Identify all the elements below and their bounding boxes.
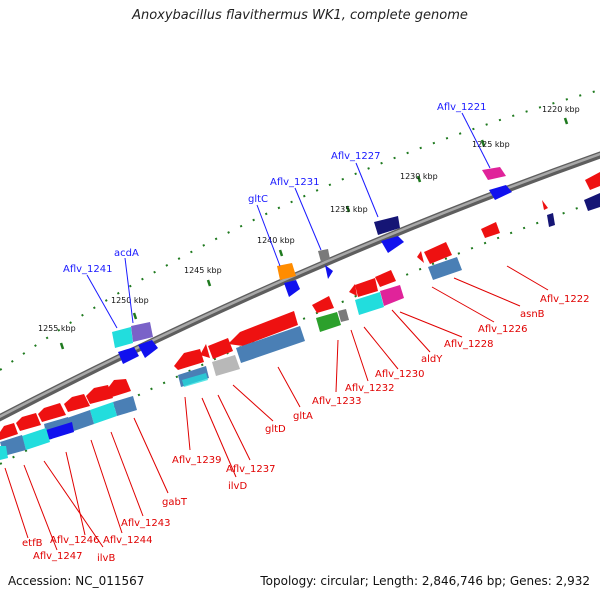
scale-label: 1240 kbp (257, 236, 295, 245)
gene-label-forward: acdA (114, 248, 139, 259)
gene-arrow-forward (325, 265, 333, 279)
gene-arrow-reverse (236, 326, 305, 363)
gene-arrow-reverse (585, 172, 600, 190)
accession-text: Accession: NC_011567 (8, 574, 145, 588)
gene-label-reverse: Aflv_1237 (226, 464, 276, 475)
gene-arrow-reverse (547, 213, 555, 227)
gene-arrow-reverse (64, 394, 90, 412)
gene-label-forward: Aflv_1241 (63, 264, 113, 275)
gene-arrow-reverse (90, 402, 117, 424)
gene-label-reverse: gabT (162, 497, 188, 508)
gene-arrow-reverse (355, 278, 378, 297)
gene-arrow-forward (489, 185, 512, 200)
gene-arrow-reverse (174, 349, 204, 370)
gene-arrow-forward (374, 216, 400, 235)
gene-arrow-reverse (16, 413, 41, 431)
gene-arrow-reverse (375, 270, 396, 287)
gene-arrow-reverse (113, 396, 137, 416)
gene-arrow-reverse (208, 338, 233, 359)
gene-arrow-reverse (22, 428, 50, 450)
gene-label-reverse: Aflv_1246 (50, 535, 100, 546)
gene-label-reverse: Aflv_1222 (540, 294, 590, 305)
scale-label: 1245 kbp (184, 266, 222, 275)
gene-label-reverse: Aflv_1244 (103, 535, 153, 546)
gene-label-reverse: ilvD (228, 481, 247, 492)
gene-arrow-forward (277, 263, 296, 280)
gene-arrow-forward (138, 340, 158, 358)
gene-arrow-reverse (424, 242, 452, 264)
gene-arrow-forward (482, 167, 506, 180)
gene-arrow-forward (318, 249, 330, 262)
gene-label-reverse: ilvB (97, 553, 115, 564)
gene-arrow-reverse (349, 284, 357, 296)
gene-arrow-reverse (67, 410, 94, 432)
gene-arrow-reverse (584, 193, 600, 211)
gene-label-reverse: gltD (265, 424, 286, 435)
scale-label: 1225 kbp (472, 140, 510, 149)
gene-label-reverse: Aflv_1247 (33, 551, 83, 562)
gene-label-reverse: aldY (421, 354, 443, 365)
gene-arrow-reverse (108, 379, 131, 397)
gene-label-reverse: etfB (22, 538, 43, 549)
gene-arrow-reverse (428, 257, 462, 280)
gene-arrow-reverse (355, 292, 384, 315)
gene-label-forward: gltC (248, 194, 268, 205)
gene-arrow-reverse (182, 373, 208, 387)
gene-arrow-forward (284, 280, 300, 297)
reverse-leader-lines (4, 265, 549, 551)
scale-label: 1220 kbp (542, 105, 580, 114)
gene-label-forward: Aflv_1221 (437, 102, 487, 113)
scale-label: 1255 kbp (38, 324, 76, 333)
gene-arrow-forward (381, 236, 404, 253)
gene-arrow-forward (112, 327, 133, 348)
forward-leader-lines (86, 112, 491, 329)
topology-text: Topology: circular; Length: 2,846,746 bp… (260, 574, 590, 588)
gene-arrow-reverse (542, 200, 548, 210)
gene-arrow-reverse (0, 423, 18, 440)
gene-arrow-reverse (212, 355, 240, 376)
gene-arrow-reverse (0, 446, 8, 460)
gene-label-reverse: Aflv_1226 (478, 324, 528, 335)
reverse-genes (0, 172, 600, 460)
gene-arrow-reverse (312, 296, 334, 313)
gene-arrow-forward (118, 347, 139, 364)
gene-arrow-reverse (338, 309, 349, 322)
scale-label: 1235 kbp (330, 205, 368, 214)
gene-label-reverse: Aflv_1239 (172, 455, 222, 466)
backbone-ring (0, 151, 600, 422)
gene-label-reverse: Aflv_1228 (444, 339, 494, 350)
gene-label-reverse: Aflv_1243 (121, 518, 171, 529)
gene-arrow-reverse (86, 385, 113, 404)
gene-label-reverse: Aflv_1232 (345, 383, 395, 394)
gene-label-reverse: asnB (520, 309, 545, 320)
gene-arrow-reverse (200, 344, 210, 358)
forward-genes (112, 167, 512, 364)
gene-arrow-reverse (46, 422, 74, 440)
gene-label-forward: Aflv_1231 (270, 177, 320, 188)
gene-arrow-reverse (417, 251, 424, 263)
gene-label-reverse: Aflv_1233 (312, 396, 362, 407)
gene-label-reverse: Aflv_1230 (375, 369, 425, 380)
gene-arrow-reverse (228, 311, 298, 346)
gene-arrow-reverse (481, 222, 500, 238)
scale-label: 1230 kbp (400, 172, 438, 181)
gene-arrow-forward (131, 322, 153, 342)
gene-arrow-reverse (316, 312, 341, 332)
gene-label-reverse: gltA (293, 411, 313, 422)
gene-label-forward: Aflv_1227 (331, 151, 381, 162)
gene-arrow-reverse (38, 403, 66, 422)
major-ticks (59, 117, 569, 350)
map-title: Anoxybacillus flavithermus WK1, complete… (132, 8, 468, 23)
gene-arrow-reverse (380, 285, 404, 306)
